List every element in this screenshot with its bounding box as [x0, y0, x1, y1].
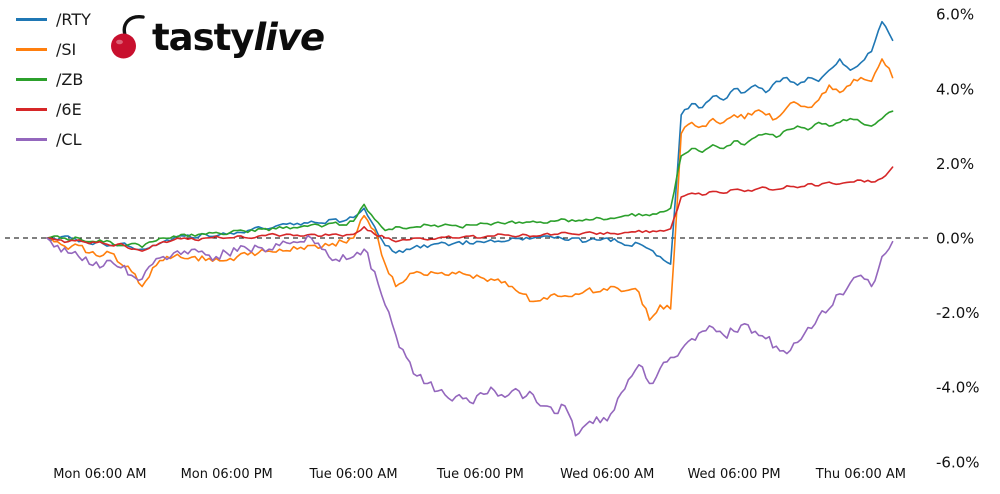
series-line-si	[46, 58, 894, 321]
x-axis-tick-label: Wed 06:00 AM	[560, 467, 654, 482]
x-axis-tick-label: Thu 06:00 AM	[815, 467, 906, 482]
legend-label: /6E	[56, 99, 82, 119]
series-line-cl	[46, 234, 894, 437]
y-axis-tick-label: -2.0%	[936, 304, 980, 322]
y-axis-tick-label: 0.0%	[936, 230, 974, 248]
legend-line-swatch	[16, 138, 47, 141]
x-axis-tick-label: Wed 06:00 PM	[687, 467, 780, 482]
cherry-stem	[122, 15, 145, 37]
legend-line-swatch	[16, 108, 47, 111]
series-line-rty	[46, 20, 894, 265]
legend-label: /CL	[56, 129, 82, 149]
legend-item-cl: /CL	[16, 129, 91, 150]
x-axis-tick-label: Tue 06:00 AM	[309, 467, 398, 482]
cherry-highlight	[116, 39, 123, 45]
brand-text: tastylive	[152, 14, 325, 62]
cherry-body	[111, 33, 136, 59]
y-axis-tick-label: -4.0%	[936, 379, 980, 397]
x-axis-tick-label: Mon 06:00 PM	[181, 467, 273, 482]
legend-line-swatch	[16, 78, 47, 81]
legend-item-6e: /6E	[16, 99, 91, 120]
legend-line-swatch	[16, 18, 47, 21]
legend-label: /SI	[56, 39, 77, 59]
x-axis-tick-label: Tue 06:00 PM	[436, 467, 524, 482]
chart-legend: /RTY/SI/ZB/6E/CL	[16, 9, 91, 150]
legend-item-si: /SI	[16, 39, 91, 60]
legend-line-swatch	[16, 48, 47, 51]
y-axis-tick-label: 6.0%	[936, 6, 974, 24]
legend-item-zb: /ZB	[16, 69, 91, 90]
legend-item-rty: /RTY	[16, 9, 91, 30]
tastylive-logo: tastylive	[110, 12, 325, 62]
legend-label: /ZB	[56, 69, 84, 89]
y-axis-tick-label: 2.0%	[936, 155, 974, 173]
cherry-icon	[111, 15, 145, 59]
y-axis-tick-label: -6.0%	[936, 453, 980, 471]
brand-text-tasty: tasty	[152, 16, 254, 59]
x-axis-tick-label: Mon 06:00 AM	[53, 467, 146, 482]
series-line-zb	[46, 110, 894, 249]
brand-text-live: live	[253, 16, 325, 59]
legend-label: /RTY	[56, 9, 91, 29]
series-line-6e	[46, 166, 894, 252]
y-axis-tick-label: 4.0%	[936, 80, 974, 98]
